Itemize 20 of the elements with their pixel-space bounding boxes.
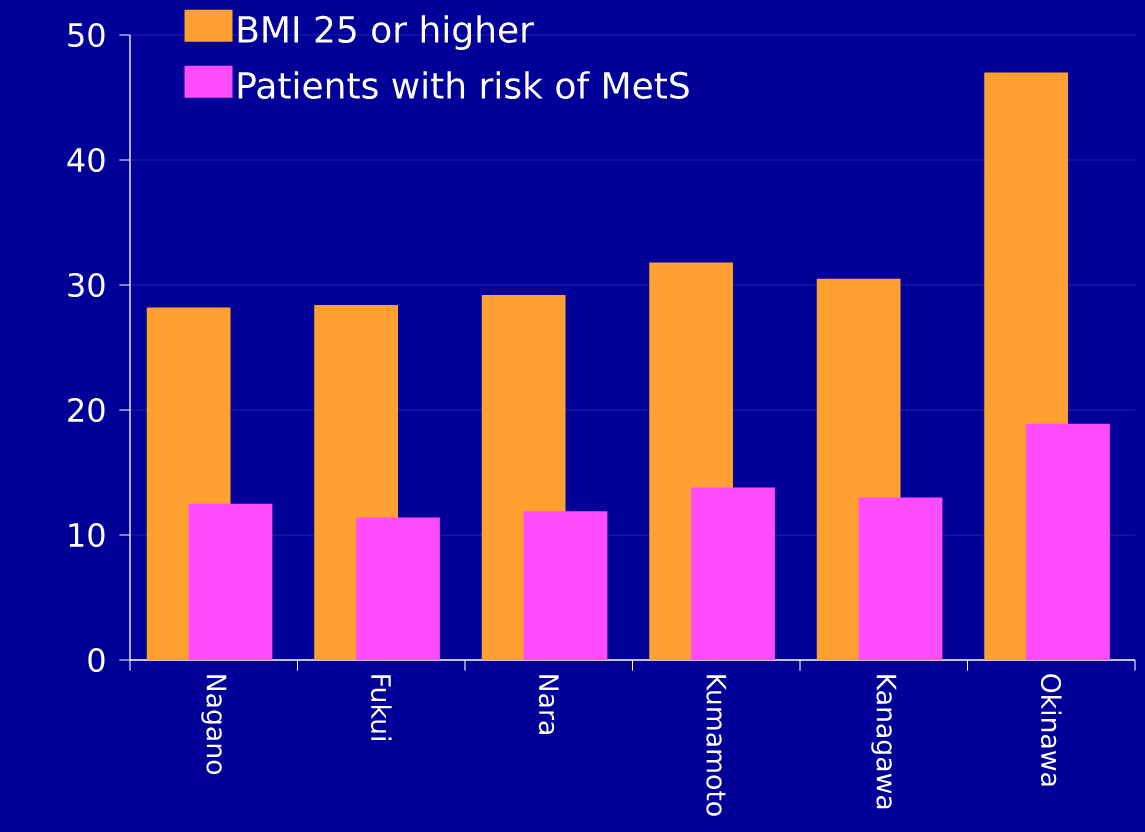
bar [523, 511, 608, 660]
bar [691, 487, 775, 660]
x-tick-label: Fukui [370, 675, 392, 740]
y-tick-label: 10 [69, 522, 105, 548]
x-tick-label: Nara [538, 675, 559, 734]
y-tick-label: 40 [67, 147, 105, 173]
x-tick-label: Kumamoto [706, 675, 727, 816]
bar [188, 503, 273, 660]
legend-label: BMI 25 or higher [238, 15, 534, 50]
x-tick-label: Nagano [201, 675, 227, 775]
legend-label: Patients with risk of MetS [238, 71, 689, 99]
x-tick-label: Okinawa [1040, 674, 1062, 786]
y-tick-label: 20 [68, 397, 105, 423]
y-tick-label: 50 [68, 22, 105, 48]
x-tick-label: Kanagawa [871, 675, 897, 809]
bar [858, 497, 943, 660]
bar [1026, 423, 1110, 660]
y-tick-label: 30 [68, 272, 105, 298]
y-tick-label: 0 [88, 647, 105, 673]
bar [356, 517, 440, 660]
